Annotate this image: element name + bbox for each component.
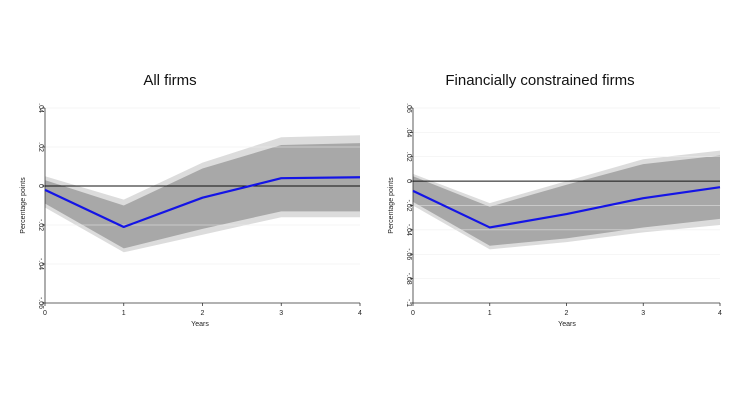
y-tick-label: .06 [405, 103, 412, 113]
y-axis-label: Percentage points [20, 177, 27, 234]
x-axis-label: Years [191, 321, 209, 328]
x-tick-label: 3 [641, 310, 645, 317]
y-tick-label: 0 [37, 184, 44, 188]
y-tick-label: -.08 [405, 273, 412, 285]
x-tick-label: 2 [201, 310, 205, 317]
confidence-band-inner [413, 155, 720, 246]
x-tick-label: 0 [411, 310, 415, 317]
y-tick-label: -.06 [37, 297, 44, 309]
confidence-band-inner [45, 143, 360, 249]
y-axis-label: Percentage points [388, 177, 395, 234]
x-tick-label: 3 [279, 310, 283, 317]
series-line [44, 176, 361, 229]
y-tick-label: 0 [405, 179, 412, 183]
panel-all-firms: All firms -.06 -.04 -.02 0 .02 .04 0 1 2 3 4 Years… [20, 72, 362, 328]
series-line [412, 186, 721, 229]
panel-title: All firms [143, 72, 196, 89]
y-tick-label: .04 [405, 128, 412, 138]
x-tick-label: 1 [122, 310, 126, 317]
x-tick-label: 4 [358, 310, 362, 317]
y-tick-label: -.02 [37, 219, 44, 231]
x-tick-label: 2 [565, 310, 569, 317]
y-tick-label: -.1 [405, 299, 412, 307]
panel-financially-constrained-firms: Financially constrained firms -.1 -.08 -.0… [388, 72, 722, 328]
x-tick-label: 1 [488, 310, 492, 317]
y-tick-label: -.04 [405, 224, 412, 236]
y-tick-label: .04 [37, 103, 44, 113]
y-tick-label: -.02 [405, 199, 412, 211]
x-tick-label: 0 [43, 310, 47, 317]
y-tick-label: -.06 [405, 248, 412, 260]
panel-title: Financially constrained firms [445, 72, 634, 89]
x-tick-label: 4 [718, 310, 722, 317]
y-tick-label: .02 [37, 142, 44, 152]
y-tick-label: .02 [405, 152, 412, 162]
x-axis-label: Years [558, 321, 576, 328]
y-tick-label: -.04 [37, 258, 44, 270]
